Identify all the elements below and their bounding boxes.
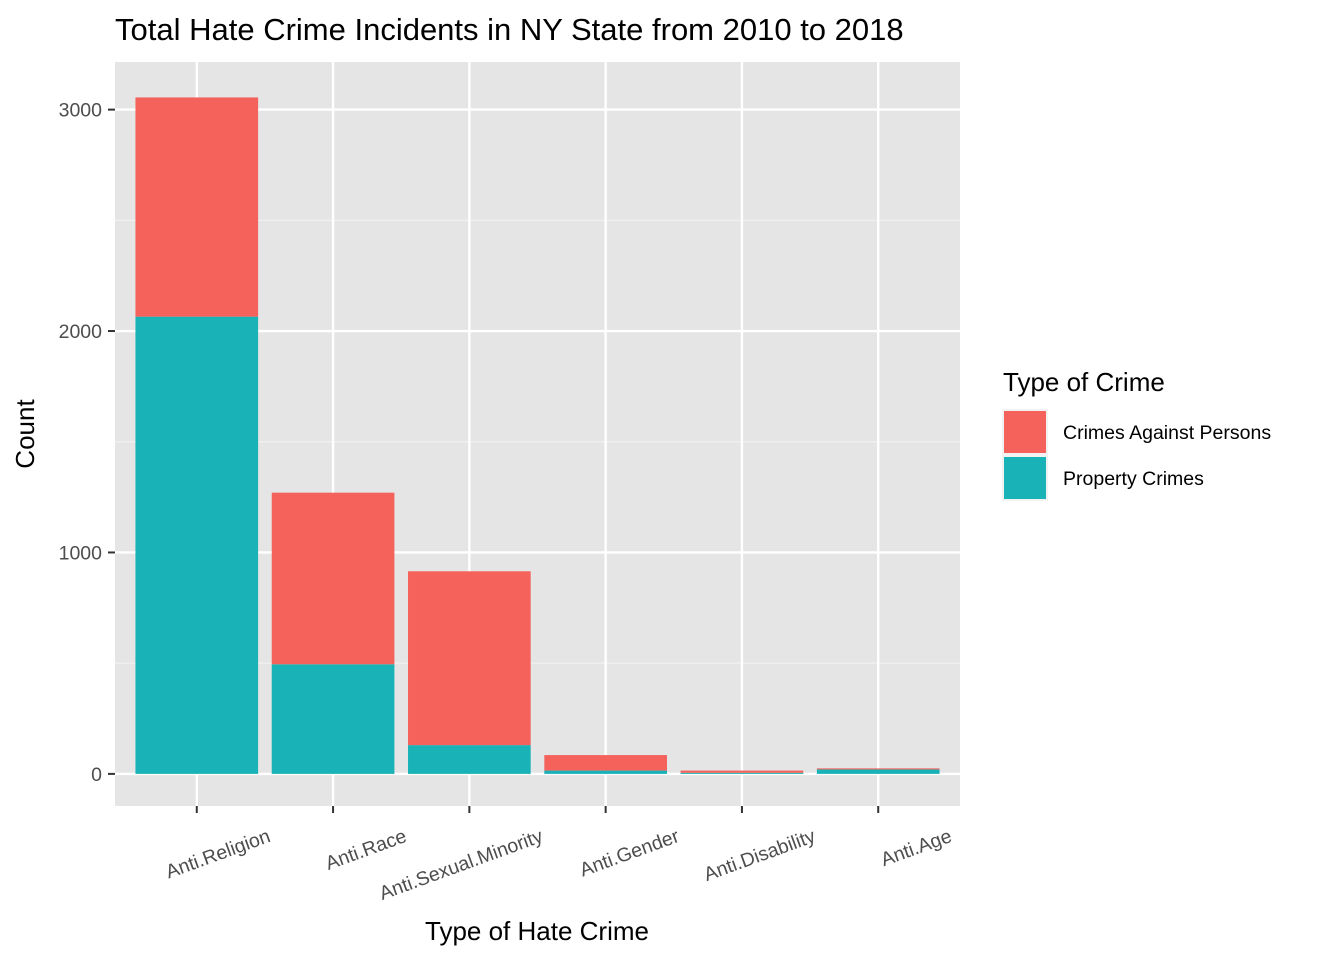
legend-entries: Crimes Against Persons Property Crimes bbox=[1002, 409, 1271, 501]
legend-label: Crimes Against Persons bbox=[1063, 422, 1271, 444]
y-axis: 0 1000 2000 3000 bbox=[59, 100, 115, 786]
x-tick-label: Anti.Gender bbox=[577, 825, 683, 881]
x-axis: Anti.Religion Anti.RaceAnti.Sexual.Minori… bbox=[163, 806, 955, 905]
chart-title: Total Hate Crime Incidents in NY State f… bbox=[115, 12, 904, 47]
x-tick-label: Anti.Religion bbox=[163, 825, 273, 883]
bar-anti-disability-property-crimes bbox=[680, 772, 804, 774]
y-tick-label: 2000 bbox=[59, 321, 103, 343]
legend-label: Property Crimes bbox=[1063, 468, 1204, 490]
bar-anti-race-property-crimes bbox=[271, 664, 395, 774]
legend-key-swatch bbox=[1004, 411, 1046, 453]
bar-anti-sexual-minority-crimes-against-persons bbox=[408, 571, 531, 746]
bar-anti-age-crimes-against-persons bbox=[816, 768, 940, 770]
bar-anti-sexual-minority-property-crimes bbox=[408, 745, 531, 774]
x-axis-title: Type of Hate Crime bbox=[425, 916, 649, 946]
bar-anti-disability-crimes-against-persons bbox=[680, 770, 804, 773]
legend-key-swatch bbox=[1004, 457, 1046, 499]
y-axis-title: Count bbox=[10, 399, 40, 469]
bar-anti-race-crimes-against-persons bbox=[271, 492, 395, 665]
x-tick-label: Anti.Age bbox=[878, 825, 955, 871]
legend: Type of Crime Crimes Against Persons Prop… bbox=[1002, 367, 1271, 501]
bars bbox=[135, 97, 940, 774]
y-tick-label: 3000 bbox=[59, 100, 103, 122]
bar-anti-age-property-crimes bbox=[816, 769, 940, 774]
x-tick-label: Anti.Race bbox=[323, 825, 410, 875]
bar-anti-religion-property-crimes bbox=[135, 316, 259, 774]
x-tick-label: Anti.Disability bbox=[701, 825, 819, 886]
y-tick-label: 0 bbox=[91, 764, 102, 786]
bar-anti-gender-property-crimes bbox=[544, 770, 667, 774]
bar-anti-religion-crimes-against-persons bbox=[135, 97, 259, 317]
legend-title: Type of Crime bbox=[1003, 367, 1165, 397]
y-tick-label: 1000 bbox=[59, 542, 103, 564]
bar-anti-gender-crimes-against-persons bbox=[544, 755, 667, 771]
